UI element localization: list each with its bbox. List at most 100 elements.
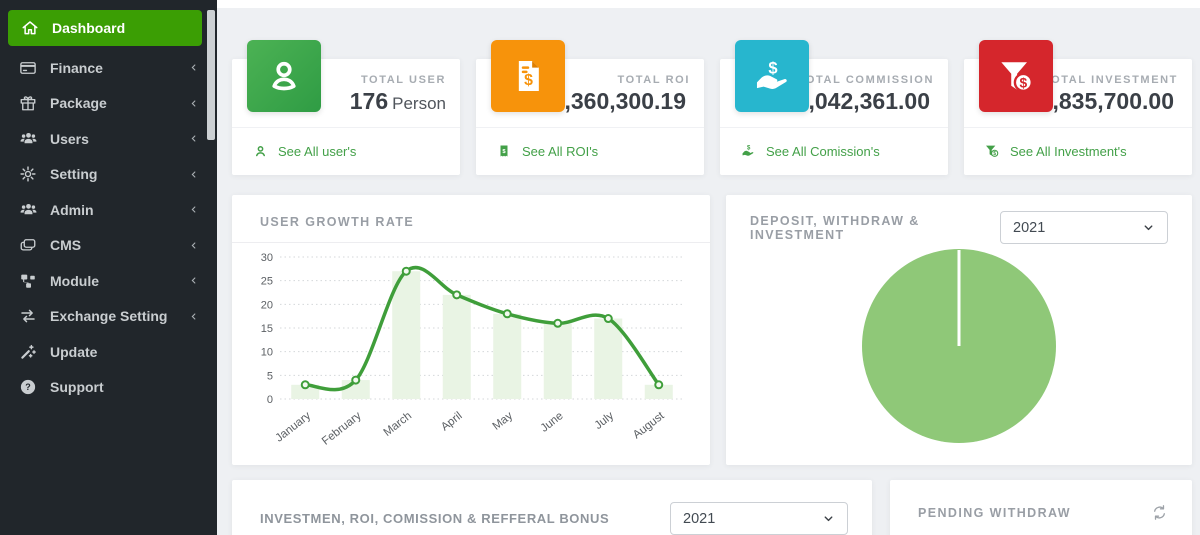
pending-withdraw-title: PENDING WITHDRAW (918, 505, 1071, 520)
chevron-left-icon (188, 240, 199, 251)
user-growth-title: USER GROWTH RATE (260, 215, 415, 229)
link-label: See All user's (278, 143, 357, 159)
svg-text:$: $ (747, 146, 751, 152)
see-all-rois-link[interactable]: $ See All ROI's (476, 128, 704, 174)
hand-dollar-icon: $ (735, 40, 809, 112)
investment-roi-panel: INVESTMEN, ROI, COMISSION & REFFERAL BON… (232, 480, 872, 535)
card-summary: TOTAL COMMISSION $43,042,361.00 (720, 59, 948, 128)
svg-text:August: August (631, 409, 667, 441)
person-small-icon (252, 143, 268, 159)
year-select[interactable]: 2021 (1000, 211, 1168, 244)
funnel-dollar-icon: $ (979, 40, 1053, 112)
pie-panel-header: DEPOSIT, WITHDRAW & INVESTMENT 2021 (750, 195, 1168, 244)
svg-text:5: 5 (267, 370, 273, 382)
home-icon (20, 18, 40, 38)
card-value: 176 Person (349, 87, 446, 114)
pending-withdraw-header: PENDING WITHDRAW (918, 504, 1168, 521)
card-summary: TOTAL USER 176 Person (232, 59, 460, 128)
svg-text:April: April (439, 410, 465, 434)
chevron-left-icon (188, 98, 199, 109)
bottom-row: INVESTMEN, ROI, COMISSION & REFFERAL BON… (232, 480, 1192, 535)
divider (232, 242, 710, 243)
svg-text:July: July (593, 410, 617, 432)
sidebar-item-users[interactable]: Users (0, 121, 217, 157)
sidebar-item-label: Update (50, 343, 98, 360)
link-label: See All Comission's (766, 143, 880, 159)
gear-icon (18, 164, 38, 184)
pie-panel-title: DEPOSIT, WITHDRAW & INVESTMENT (750, 213, 920, 242)
sidebar-item-cms[interactable]: CMS (0, 228, 217, 264)
magic-wand-icon (18, 342, 38, 362)
credit-card-icon (18, 58, 38, 78)
module-sitemap-icon (18, 271, 38, 291)
sidebar-item-admin[interactable]: Admin (0, 192, 217, 228)
pending-withdraw-panel: PENDING WITHDRAW (890, 480, 1192, 535)
chevron-down-icon (1142, 221, 1155, 234)
svg-text:$: $ (993, 151, 996, 157)
investment-roi-title: INVESTMEN, ROI, COMISSION & REFFERAL BON… (260, 511, 610, 526)
svg-text:?: ? (25, 382, 31, 392)
sidebar-item-dashboard[interactable]: Dashboard (8, 10, 202, 46)
see-all-users-link[interactable]: See All user's (232, 128, 460, 174)
gift-icon (18, 93, 38, 113)
link-label: See All Investment's (1010, 143, 1127, 159)
users-group-icon (18, 129, 38, 149)
svg-text:January: January (273, 410, 313, 445)
sidebar-scrollbar-thumb[interactable] (207, 10, 215, 140)
sidebar-item-label: Setting (50, 166, 98, 183)
sidebar-item-finance[interactable]: Finance (0, 50, 217, 86)
svg-text:10: 10 (261, 347, 273, 359)
total-commission-card: $ TOTAL COMMISSION $43,042,361.00 $ See … (720, 40, 948, 175)
sidebar-item-label: Module (50, 272, 99, 289)
sidebar-item-label: CMS (50, 237, 82, 254)
investment-roi-header: INVESTMEN, ROI, COMISSION & REFFERAL BON… (260, 502, 848, 535)
question-circle-icon: ? (18, 377, 38, 397)
chevron-left-icon (188, 204, 199, 215)
sidebar-item-label: Admin (50, 201, 94, 218)
sidebar-item-module[interactable]: Module (0, 263, 217, 299)
funnel-dollar-small-icon: $ (984, 143, 1000, 159)
card-label: TOTAL ROI (617, 73, 690, 86)
see-all-investments-link[interactable]: $ See All Investment's (964, 128, 1192, 174)
svg-text:June: June (539, 410, 566, 435)
invoice-icon: $ (491, 40, 565, 112)
year-select-bottom[interactable]: 2021 (670, 502, 848, 535)
svg-text:March: March (382, 410, 415, 439)
card-label: TOTAL COMMISSION (797, 73, 934, 86)
refresh-icon[interactable] (1151, 504, 1168, 521)
stat-cards-row: TOTAL USER 176 Person See All user's $ (232, 40, 1192, 175)
sidebar-item-label: Exchange Setting (50, 308, 168, 325)
svg-text:20: 20 (261, 299, 273, 311)
invoice-small-icon: $ (496, 143, 512, 159)
chevron-down-icon (822, 512, 835, 525)
svg-text:0: 0 (267, 394, 273, 406)
card-label: TOTAL USER (360, 73, 446, 86)
charts-row: USER GROWTH RATE 0 5 10 15 20 25 30 January Febr… (232, 195, 1192, 465)
main-area: TOTAL USER 176 Person See All user's $ (217, 0, 1200, 535)
svg-text:$: $ (524, 72, 533, 89)
sidebar-item-update[interactable]: Update (0, 334, 217, 370)
svg-text:15: 15 (261, 323, 273, 335)
card-label: TOTAL INVESTMENT (1043, 73, 1178, 86)
svg-text:$: $ (768, 59, 777, 77)
svg-text:25: 25 (261, 276, 273, 288)
sidebar-item-package[interactable]: Package (0, 86, 217, 122)
chevron-left-icon (188, 169, 199, 180)
admin-users-icon (18, 200, 38, 220)
see-all-commissions-link[interactable]: $ See All Comission's (720, 128, 948, 174)
deposit-withdraw-panel: DEPOSIT, WITHDRAW & INVESTMENT 2021 (726, 195, 1192, 465)
sidebar-menu: Dashboard Finance Package (0, 0, 217, 405)
total-roi-card: $ TOTAL ROI $46,360,300.19 $ See All ROI… (476, 40, 704, 175)
sidebar-item-exchange-setting[interactable]: Exchange Setting (0, 299, 217, 335)
chevron-left-icon (188, 311, 199, 322)
sidebar-item-support[interactable]: ? Support (0, 370, 217, 406)
sidebar-item-setting[interactable]: Setting (0, 157, 217, 193)
content: TOTAL USER 176 Person See All user's $ (217, 8, 1200, 535)
year-select-value: 2021 (683, 510, 716, 527)
sidebar: Dashboard Finance Package (0, 0, 217, 535)
sidebar-item-label: Users (50, 130, 89, 147)
link-label: See All ROI's (522, 143, 599, 159)
svg-text:$: $ (1020, 76, 1028, 91)
chevron-left-icon (188, 275, 199, 286)
